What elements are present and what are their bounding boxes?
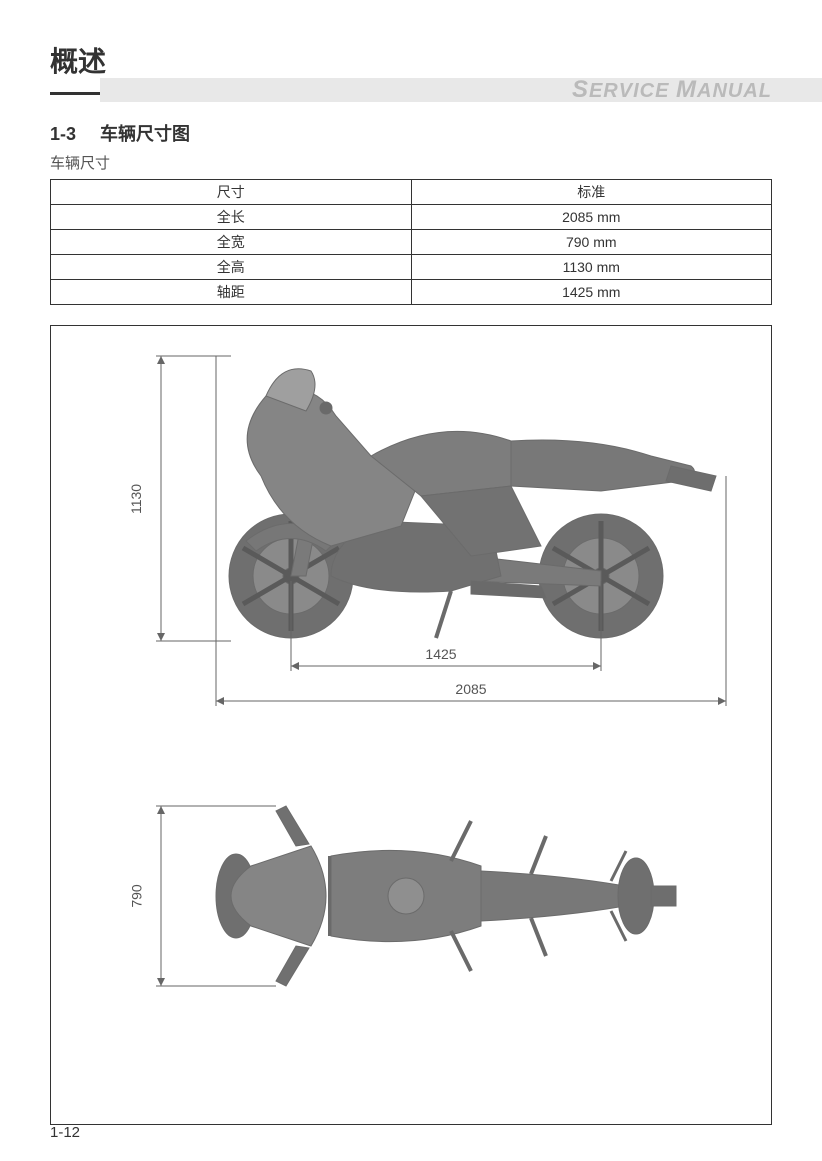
cell: 全高 xyxy=(51,255,412,280)
cell: 2085 mm xyxy=(411,205,772,230)
section-heading: 1-3 车辆尺寸图 xyxy=(50,120,772,146)
section-title: 车辆尺寸图 xyxy=(100,124,190,144)
section-block: 1-3 车辆尺寸图 车辆尺寸 尺寸 标准 全长 2085 mm 全宽 790 mm… xyxy=(50,120,772,1125)
cell: 1425 mm xyxy=(411,280,772,305)
wm-s: S xyxy=(572,76,589,103)
section-subtitle: 车辆尺寸 xyxy=(50,152,772,173)
side-view-dimension-lines xyxy=(111,346,771,726)
dim-height-label: 1130 xyxy=(128,484,144,514)
col-dimension: 尺寸 xyxy=(51,180,412,205)
wm-ervice: ERVICE xyxy=(589,80,669,102)
col-standard: 标准 xyxy=(411,180,772,205)
cell: 全长 xyxy=(51,205,412,230)
dim-wheelbase-label: 1425 xyxy=(411,646,471,662)
cell: 全宽 xyxy=(51,230,412,255)
cell: 1130 mm xyxy=(411,255,772,280)
table-row: 全高 1130 mm xyxy=(51,255,772,280)
cell: 790 mm xyxy=(411,230,772,255)
page-title: 概述 xyxy=(50,40,772,80)
table-header-row: 尺寸 标准 xyxy=(51,180,772,205)
table-row: 全宽 790 mm xyxy=(51,230,772,255)
figure-container: 1130 1425 2085 xyxy=(50,325,772,1125)
table-row: 轴距 1425 mm xyxy=(51,280,772,305)
header-rule-left xyxy=(50,92,100,95)
wm-m: M xyxy=(676,76,697,103)
wm-anual: ANUAL xyxy=(697,80,772,102)
page-number: 1-12 xyxy=(50,1124,80,1141)
section-number: 1-3 xyxy=(50,124,76,144)
dim-width-label: 790 xyxy=(129,884,145,907)
top-view-drawing: 790 xyxy=(111,746,761,1086)
cell: 轴距 xyxy=(51,280,412,305)
side-view-drawing: 1130 1425 2085 xyxy=(111,346,761,716)
dim-length-label: 2085 xyxy=(441,681,501,697)
top-view-dimension-lines xyxy=(111,746,771,1046)
watermark-text: SERVICE MANUAL xyxy=(572,76,772,104)
dimensions-table: 尺寸 标准 全长 2085 mm 全宽 790 mm 全高 1130 mm 轴距… xyxy=(50,179,772,305)
table-row: 全长 2085 mm xyxy=(51,205,772,230)
